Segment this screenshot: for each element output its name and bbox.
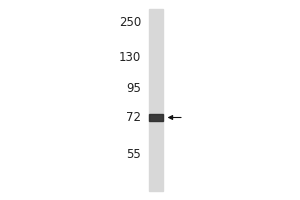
- Text: 55: 55: [126, 148, 141, 161]
- Text: 95: 95: [126, 82, 141, 95]
- Text: 72: 72: [126, 111, 141, 124]
- Bar: [148, 114, 163, 121]
- Text: 250: 250: [119, 16, 141, 29]
- Bar: [148, 9, 163, 191]
- Text: 130: 130: [119, 51, 141, 64]
